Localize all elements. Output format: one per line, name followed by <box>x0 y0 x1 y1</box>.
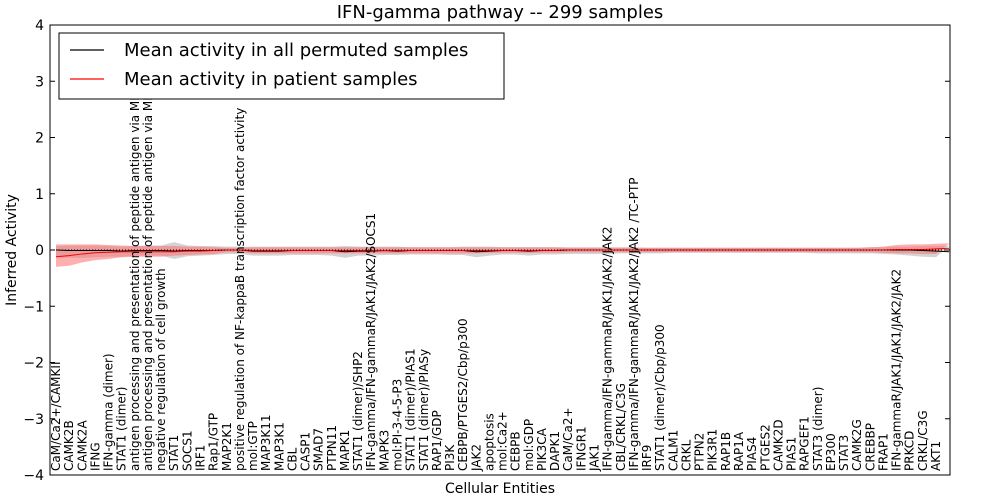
entity-label: MAP3K1 <box>272 422 286 471</box>
entity-label: IRF9 <box>640 445 654 471</box>
entity-label: MAPK3 <box>377 430 391 471</box>
entity-label: negative regulation of cell growth <box>154 268 168 471</box>
entity-label: PIK3R1 <box>706 429 720 471</box>
entity-label: PTPN11 <box>325 425 339 471</box>
entity-label: STAT3 (dimer) <box>811 387 825 471</box>
entity-label: CASP1 <box>299 432 313 471</box>
y-tick-label: −2 <box>23 356 44 372</box>
y-tick-label: 3 <box>35 74 44 90</box>
entity-label: MAP2K1 <box>220 422 234 471</box>
entity-label: IFN-gamma/IFN-gammaR/JAK1/JAK2/JAK2 <box>601 226 615 471</box>
entity-label: CEBPB/PTGES2/Cbp/p300 <box>456 318 470 471</box>
entity-label: IFNGR1 <box>574 426 588 471</box>
entity-label: CBL <box>285 447 299 471</box>
entity-label: RAP1B <box>719 432 733 471</box>
entity-label: CAMK2G <box>850 419 864 471</box>
entity-label: IFN-gamma/IFN-gammaR/JAK1/JAK2/JAK2 /TC-… <box>627 177 641 471</box>
entity-label: IFN-gamma (dimer) <box>102 353 116 471</box>
entity-label: RAPGEF1 <box>798 416 812 471</box>
entity-label: STAT1 (dimer)/PIASy <box>417 349 431 471</box>
entity-label: STAT1 (dimer)/SHP2 <box>351 351 365 471</box>
y-tick-label: 1 <box>35 187 44 203</box>
entity-label: RAP1/GDP <box>430 410 444 471</box>
x-axis-label: Cellular Entities <box>445 481 555 497</box>
entity-label: JAK1 <box>588 444 602 472</box>
entity-label: CAMK2D <box>771 419 785 471</box>
entity-label: mol:Ca2+ <box>496 411 510 471</box>
entity-label: CREBBP <box>863 423 877 471</box>
entity-label: mol:GTP <box>246 421 260 471</box>
entity-label: PIAS1 <box>785 437 799 471</box>
entity-label: STAT1 (dimer) <box>115 387 129 471</box>
entity-label: SOCS1 <box>180 430 194 471</box>
entity-label: IFN-gammaR/JAK1/JAK1/JAK2/JAK2 <box>890 269 904 471</box>
entity-label: IFN-gamma/IFN-gammaR/JAK1/JAK2/SOCS1 <box>364 213 378 471</box>
entity-label: EP300 <box>824 433 838 471</box>
confidence-bands <box>56 242 950 267</box>
y-tick-label: −4 <box>23 468 44 484</box>
entity-label: antigen processing and presentation of p… <box>141 39 155 471</box>
entity-label: JAK2 <box>469 444 483 472</box>
entity-label: IFNG <box>88 442 102 471</box>
entity-label: IRF1 <box>193 445 207 471</box>
entity-label: STAT1 <box>167 435 181 471</box>
entity-label: MAP3K11 <box>259 414 273 471</box>
entity-label: CBL/CRKL/C3G <box>614 383 628 471</box>
entity-label: mol:PI-3-4-5-P3 <box>390 379 404 471</box>
entity-label: PI3K <box>443 444 457 471</box>
entity-label: CAMK2B <box>62 420 76 471</box>
entity-label: positive regulation of NF-kappaB transcr… <box>233 108 247 471</box>
entity-label: Rap1/GTP <box>207 413 221 471</box>
entity-label: PIK3CA <box>535 427 549 471</box>
entity-label: CaM/Ca2+ <box>561 407 575 471</box>
y-tick-label: −1 <box>23 299 44 315</box>
entity-label: CRKL/C3G <box>916 410 930 471</box>
entity-label: RAP1A <box>732 431 746 471</box>
y-axis-ticks: −4 −3 −2 −1 0 1 2 3 4 <box>23 18 950 484</box>
entity-label: CRKL <box>679 439 693 471</box>
entity-label: AKT1 <box>929 441 943 471</box>
entity-label: STAT1 (dimer)/PIAS1 <box>404 348 418 471</box>
legend-label: Mean activity in all permuted samples <box>124 40 468 61</box>
y-tick-label: 2 <box>35 131 44 147</box>
y-axis-label: Inferred Activity <box>4 194 20 306</box>
entity-label: CALM1 <box>666 430 680 471</box>
legend: Mean activity in all permuted samples Mea… <box>58 32 505 100</box>
entity-label: PRKCD <box>903 431 917 471</box>
entity-labels: CaM/Ca2+/CAMKII CAMK2B CAMK2A IFNG IFN-gamma… <box>49 39 943 472</box>
legend-label: Mean activity in patient samples <box>124 69 418 90</box>
entity-label: PIAS4 <box>745 437 759 471</box>
entity-label: STAT3 <box>837 435 851 471</box>
entity-label: PTPN2 <box>693 433 707 471</box>
legend-box <box>58 32 505 100</box>
y-tick-label: −3 <box>23 412 44 428</box>
y-tick-label: 4 <box>35 18 44 34</box>
y-tick-label: 0 <box>35 243 44 259</box>
entity-label: FRAP1 <box>876 433 890 471</box>
chart-title: IFN-gamma pathway -- 299 samples <box>337 2 664 23</box>
entity-label: CaM/Ca2+/CAMKII <box>49 362 63 471</box>
entity-label: PTGES2 <box>758 424 772 471</box>
entity-label: mol:GDP <box>522 419 536 471</box>
plot-frame <box>49 24 951 476</box>
entity-label: CEBPB <box>509 431 523 471</box>
entity-label: DAPK1 <box>548 431 562 471</box>
entity-label: STAT1 (dimer)/Cbp/p300 <box>653 324 667 471</box>
entity-label: CAMK2A <box>75 420 89 471</box>
entity-label: antigen processing and presentation of p… <box>128 42 142 471</box>
entity-label: MAPK1 <box>338 430 352 471</box>
entity-label: apoptosis <box>482 413 496 471</box>
entity-label: SMAD7 <box>312 428 326 471</box>
band-patient <box>56 243 950 267</box>
